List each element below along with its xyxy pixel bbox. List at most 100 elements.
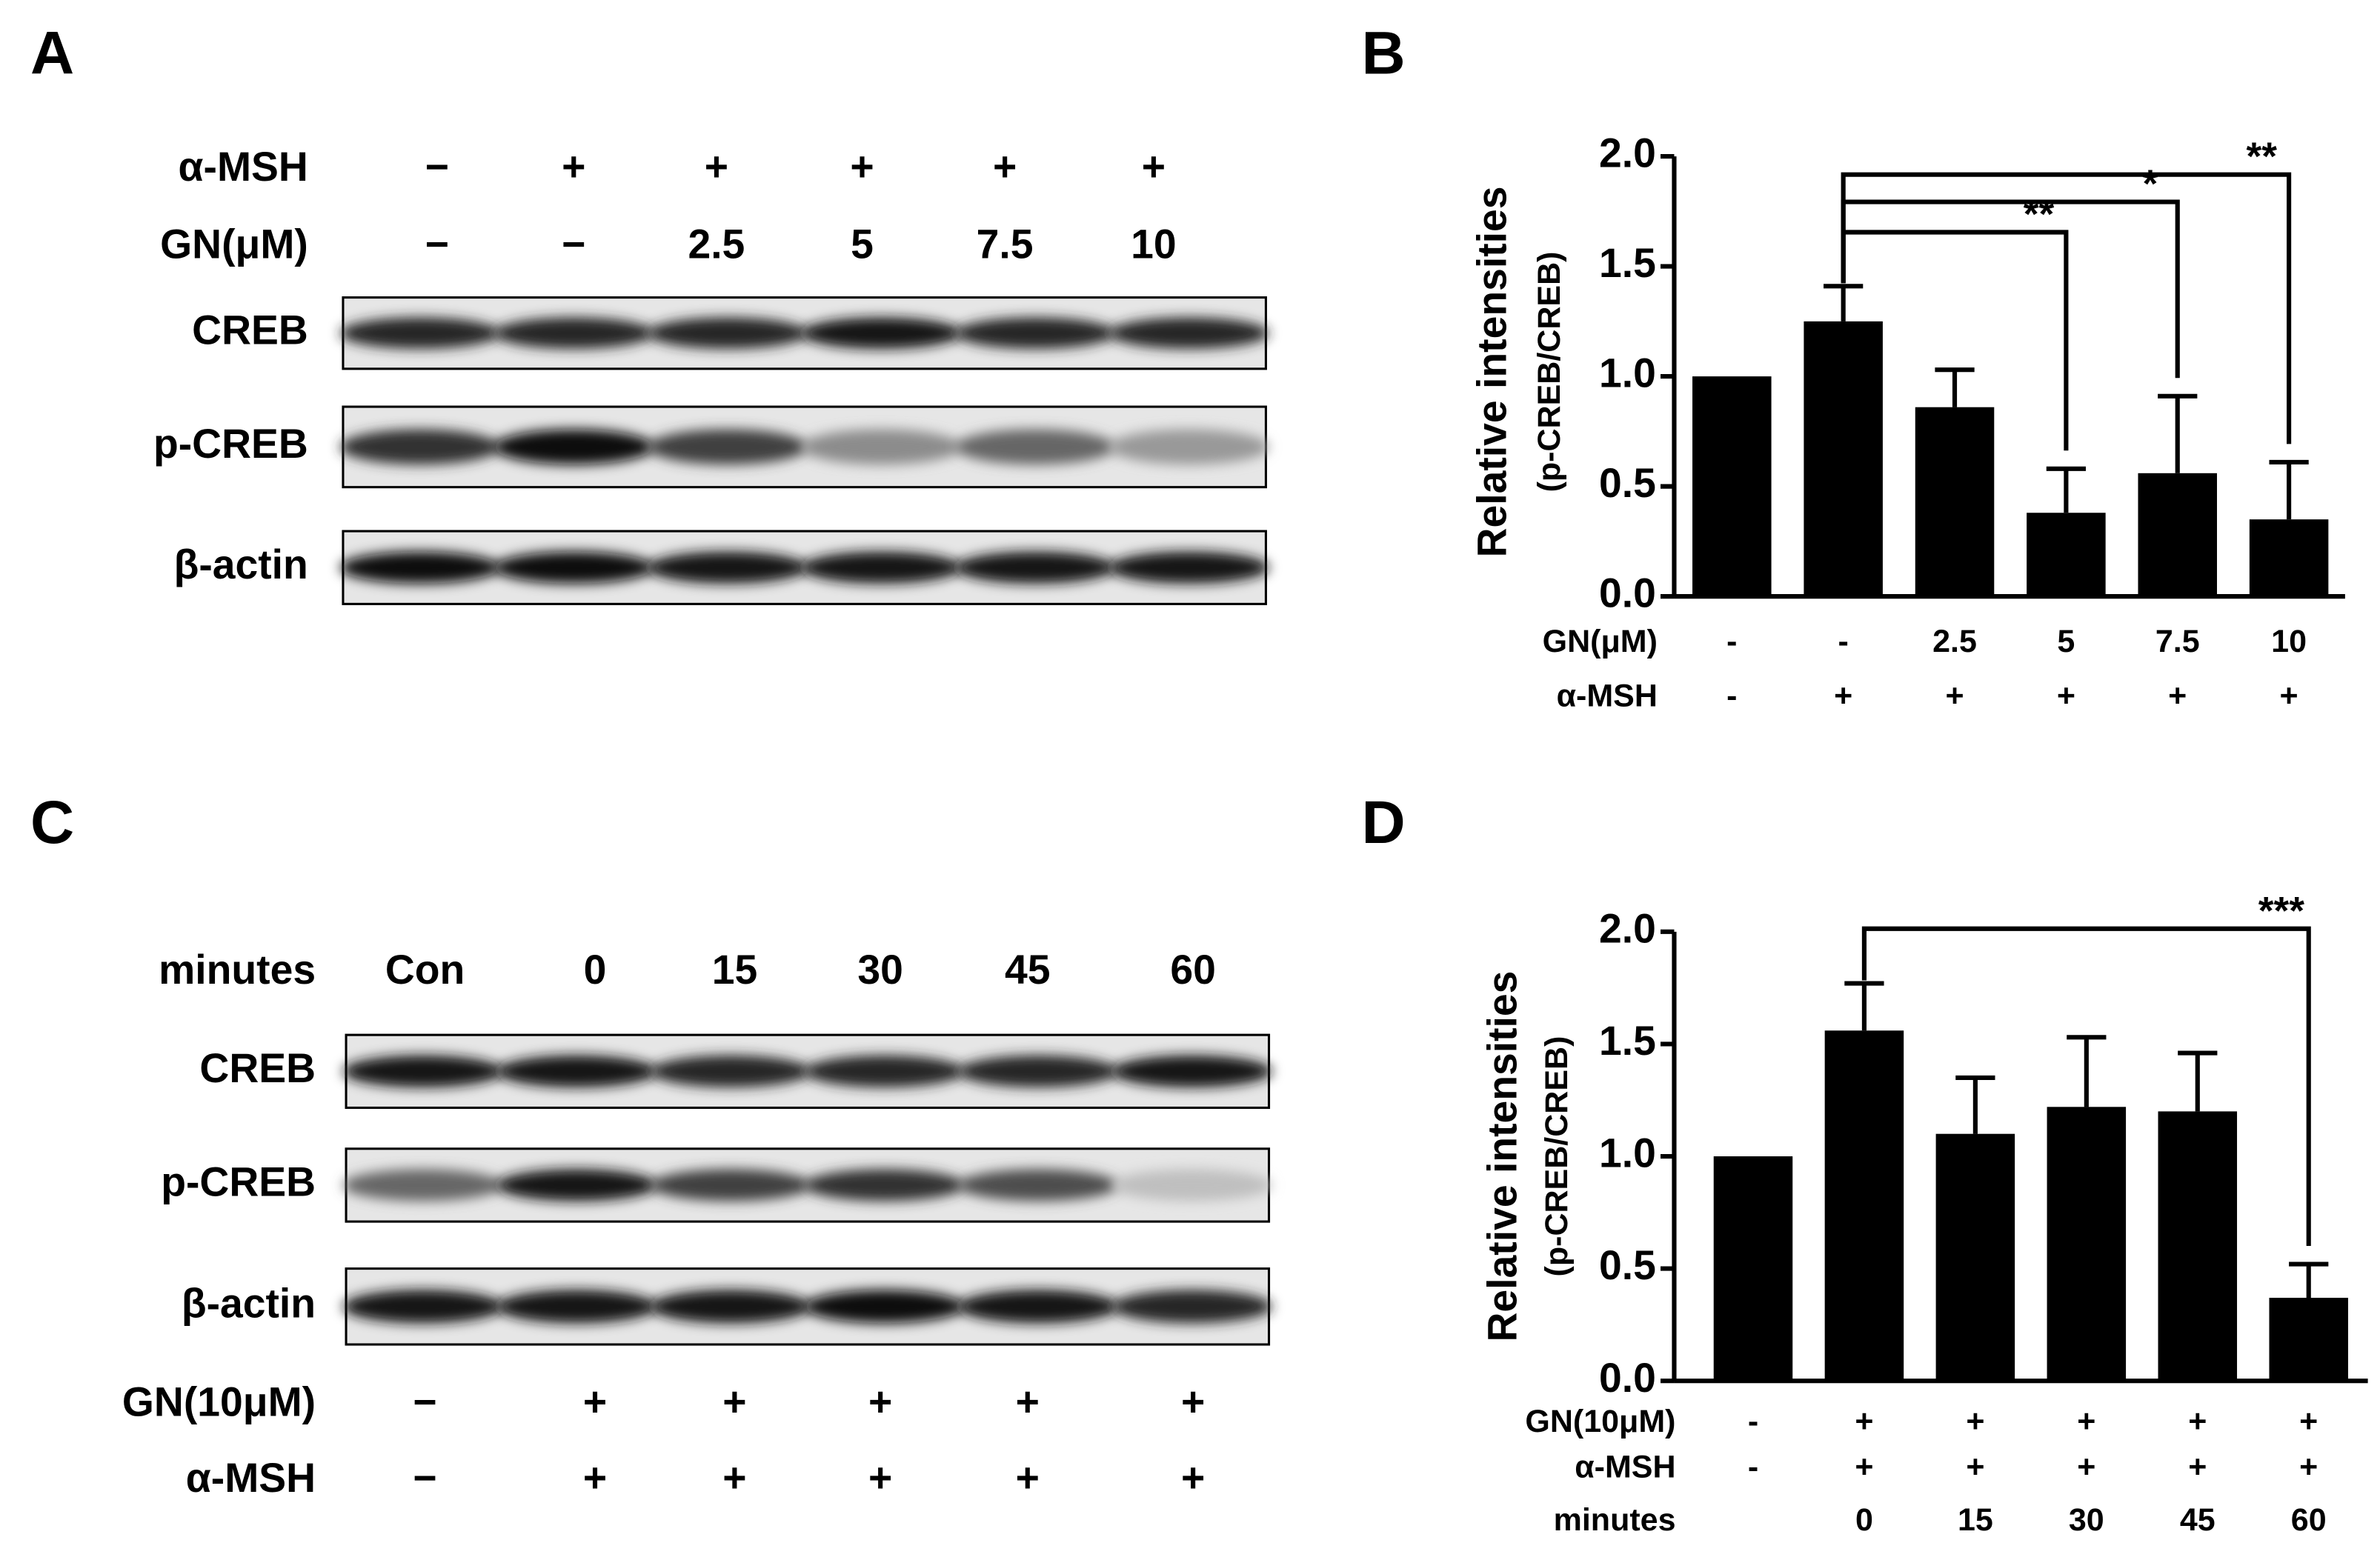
- row-label: GN(μM): [1543, 624, 1658, 659]
- error-bar: [2289, 1261, 2329, 1299]
- error-bar: [2046, 466, 2087, 513]
- error-bar: [2178, 1050, 2218, 1112]
- y-axis-sublabel: (p-CREB/CREB): [1539, 1036, 1575, 1277]
- band-label: p-CREB: [153, 421, 308, 467]
- bar: [1692, 376, 1772, 597]
- x-tick-label: +: [2188, 1404, 2207, 1439]
- error-bar: [2269, 459, 2309, 520]
- lane-label: +: [583, 1455, 607, 1501]
- x-tick-label: +: [2168, 679, 2187, 714]
- bar: [2027, 513, 2106, 597]
- lane-label: 45: [1005, 947, 1051, 993]
- bar: [1804, 321, 1883, 597]
- significance-label: ***: [2258, 889, 2304, 933]
- band: [339, 317, 500, 349]
- band: [493, 429, 654, 465]
- x-tick-label: -: [1726, 679, 1737, 714]
- x-tick-label: +: [1945, 679, 1964, 714]
- band: [801, 429, 962, 465]
- bar: [2269, 1298, 2348, 1381]
- x-tick-label: 0: [1855, 1502, 1873, 1538]
- x-tick-label: +: [2188, 1449, 2207, 1484]
- condition-label: minutes: [159, 947, 316, 993]
- x-tick-label: +: [1855, 1404, 1873, 1439]
- bar: [1935, 1133, 2015, 1381]
- bar: [1713, 1156, 1793, 1381]
- significance-bracket: [1861, 926, 2311, 1246]
- lane-label: 5: [851, 221, 874, 267]
- lane-label: −: [425, 221, 449, 267]
- band: [496, 1055, 657, 1087]
- band: [804, 1290, 965, 1324]
- lane-label: −: [413, 1455, 436, 1501]
- lane-label: +: [1181, 1379, 1205, 1425]
- lane-label: −: [413, 1379, 436, 1425]
- significance-bracket: [1841, 230, 2069, 451]
- y-tick-label: 0.0: [1599, 570, 1656, 616]
- lane-label: +: [1181, 1455, 1205, 1501]
- band: [647, 317, 808, 349]
- x-tick-label: -: [1726, 624, 1737, 659]
- band-label: CREB: [192, 307, 308, 353]
- band: [647, 551, 808, 584]
- error-bar: [1824, 284, 1864, 321]
- error-bar: [2158, 393, 2198, 473]
- lane-label: +: [583, 1379, 607, 1425]
- y-tick-label: 0.5: [1599, 460, 1656, 506]
- lane-label: +: [1016, 1379, 1040, 1425]
- x-tick-label: 5: [2057, 624, 2075, 659]
- bar: [1824, 1030, 1904, 1381]
- row-label: GN(10μM): [1525, 1404, 1675, 1439]
- band: [651, 1055, 811, 1087]
- y-tick-label: 1.0: [1599, 1130, 1656, 1176]
- y-tick-label: 2.0: [1599, 905, 1656, 951]
- x-tick-label: +: [2077, 1404, 2095, 1439]
- band: [342, 1290, 503, 1324]
- row-label: α-MSH: [1557, 679, 1658, 714]
- significance-bracket: [1841, 199, 2180, 379]
- lane-label: +: [1016, 1455, 1040, 1501]
- lane-label: +: [868, 1379, 892, 1425]
- band-label: p-CREB: [161, 1159, 316, 1205]
- lane-label: +: [722, 1455, 746, 1501]
- x-tick-label: -: [1748, 1404, 1758, 1439]
- band: [339, 429, 500, 465]
- error-bar: [2067, 1035, 2107, 1107]
- band: [339, 551, 500, 584]
- lane-label: +: [868, 1455, 892, 1501]
- x-tick-label: 60: [2291, 1502, 2327, 1538]
- panel-label: B: [1361, 20, 1405, 87]
- bar: [2158, 1111, 2238, 1381]
- band: [1108, 551, 1269, 584]
- x-tick-label: -: [1748, 1449, 1758, 1484]
- y-axis-label: Relative intensities: [1480, 971, 1526, 1342]
- lane-label: +: [993, 144, 1017, 190]
- x-tick-label: +: [1855, 1449, 1873, 1484]
- lane-label: +: [850, 144, 874, 190]
- x-tick-label: 45: [2180, 1502, 2216, 1538]
- panel-label: D: [1361, 789, 1405, 856]
- x-tick-label: +: [1834, 679, 1852, 714]
- band: [342, 1055, 503, 1087]
- row-label: α-MSH: [1575, 1449, 1675, 1484]
- lane-label: 10: [1131, 221, 1177, 267]
- band: [801, 551, 962, 584]
- x-tick-label: +: [1966, 1404, 1984, 1439]
- band: [955, 317, 1115, 349]
- significance-label: **: [2246, 135, 2277, 179]
- band: [496, 1169, 657, 1201]
- bar: [1915, 407, 1995, 597]
- panel-label: A: [30, 20, 74, 87]
- x-tick-label: 7.5: [2155, 624, 2200, 659]
- condition-label: α-MSH: [179, 144, 308, 190]
- band: [651, 1290, 811, 1324]
- x-tick-label: 2.5: [1932, 624, 1977, 659]
- condition-label: GN(μM): [160, 221, 308, 267]
- x-tick-label: +: [2299, 1449, 2318, 1484]
- band: [958, 1055, 1119, 1087]
- band-label: β-actin: [182, 1280, 316, 1326]
- lane-label: 2.5: [688, 221, 745, 267]
- x-tick-label: +: [2077, 1449, 2095, 1484]
- lane-label: Con: [385, 947, 465, 993]
